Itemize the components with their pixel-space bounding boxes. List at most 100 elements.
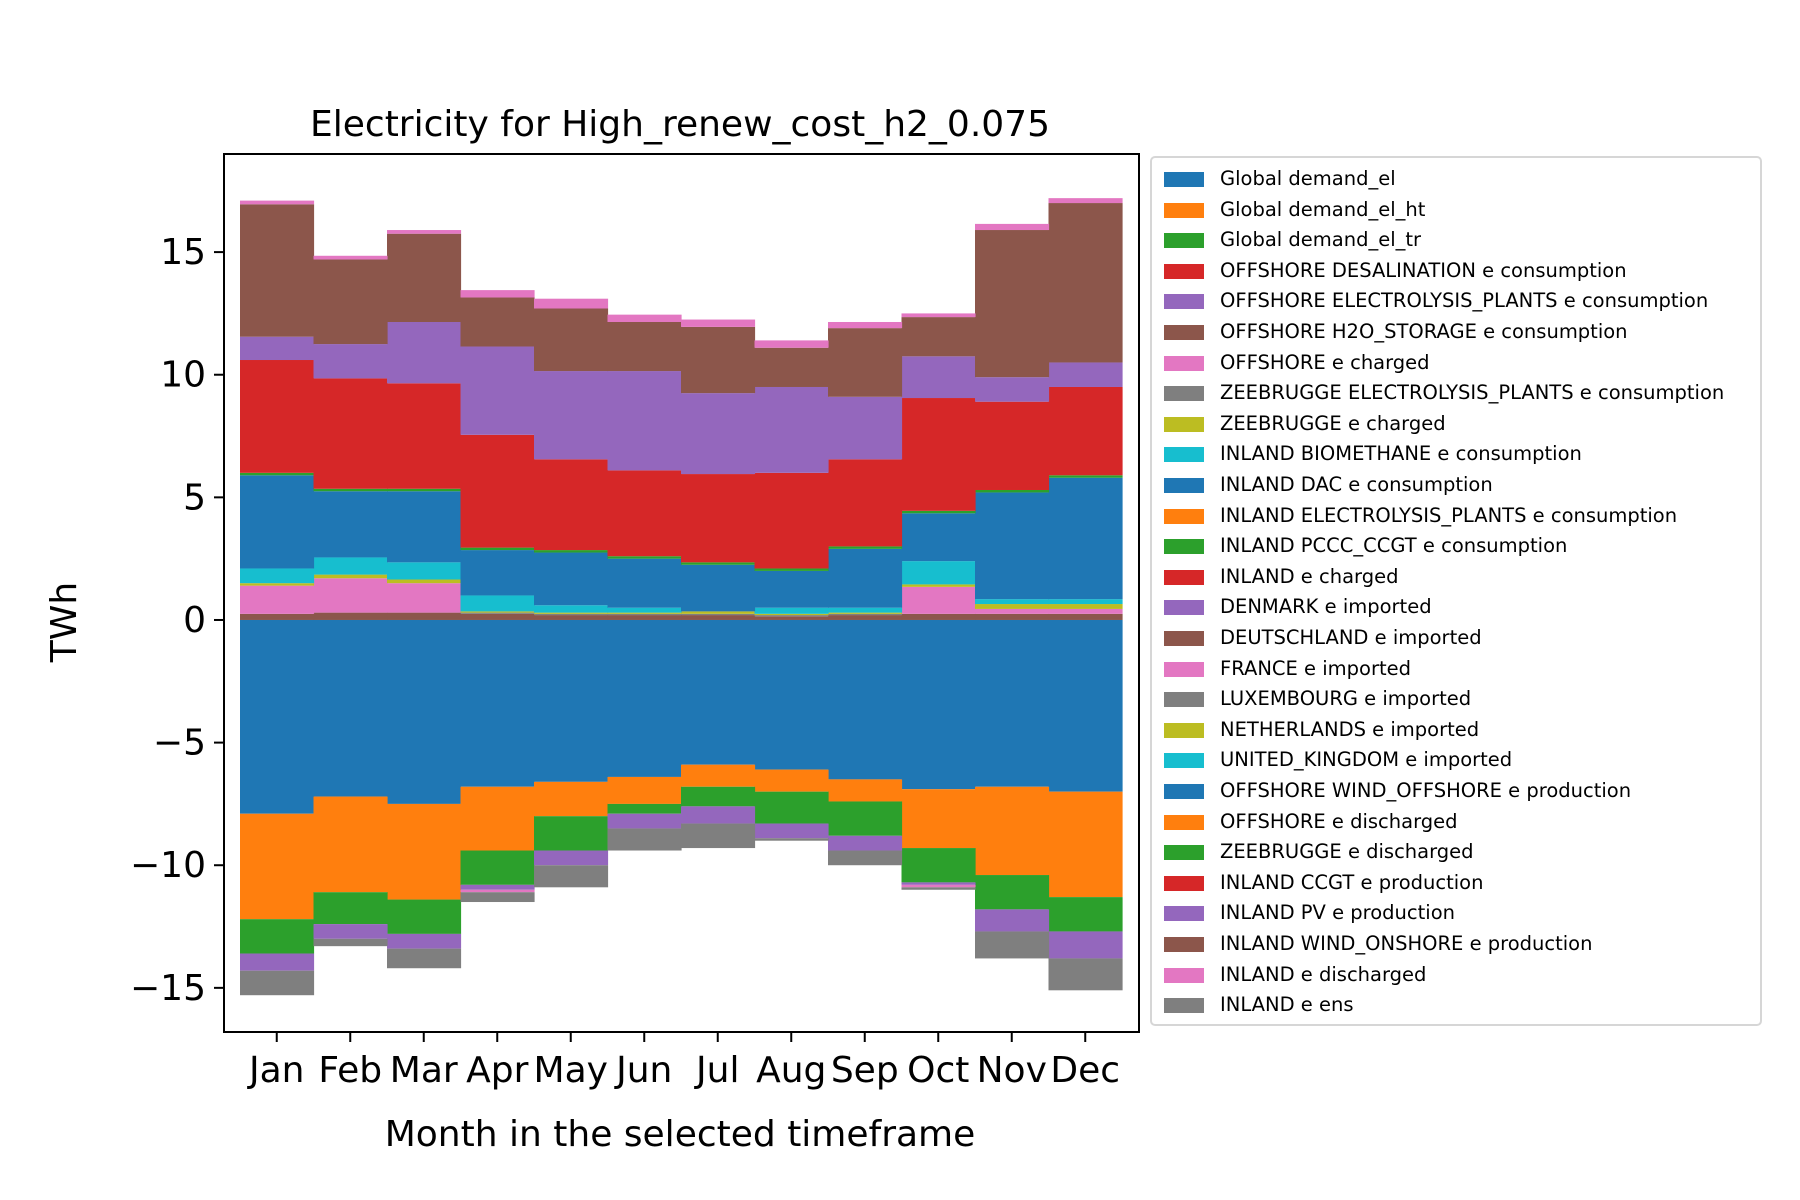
band-segment (313, 796, 388, 893)
band-segment (240, 336, 315, 361)
legend-swatch (1164, 937, 1204, 952)
band-segment (240, 472, 315, 476)
series-band-9 (240, 574, 1123, 616)
band-segment (828, 801, 903, 836)
band-segment (754, 570, 829, 608)
band-segment (754, 619, 829, 770)
band-segment (240, 204, 315, 337)
legend-item: INLAND BIOMETHANE e consumption (1152, 441, 1762, 471)
band-segment (313, 255, 388, 260)
legend-label: INLAND CCGT e production (1220, 870, 1484, 894)
band-segment (534, 613, 609, 616)
legend-swatch (1164, 998, 1204, 1014)
y-tick-label: 0 (183, 600, 206, 641)
band-segment (754, 613, 829, 616)
series-band-11 (240, 475, 1123, 612)
x-tick-label: Jan (247, 1050, 305, 1091)
legend: Global demand_el Global demand_el_ht Globa… (1150, 156, 1762, 1026)
band-segment (681, 613, 756, 616)
band-segment (460, 850, 535, 885)
legend-item: INLAND ELECTROLYSIS_PLANTS e consumption (1152, 503, 1762, 533)
legend-label: INLAND BIOMETHANE e consumption (1220, 442, 1582, 466)
band-segment (901, 789, 976, 849)
band-segment (313, 578, 388, 613)
series-bands (240, 198, 1123, 996)
band-segment (387, 803, 462, 900)
x-tick-label: Dec (1050, 1050, 1120, 1091)
band-segment (754, 340, 829, 348)
band-segment (828, 850, 903, 866)
band-segment (240, 583, 315, 586)
series-band-13 (240, 472, 1123, 571)
band-segment (534, 816, 609, 851)
band-segment (901, 561, 976, 585)
band-segment (313, 924, 388, 939)
legend-item: INLAND PV e production (1152, 900, 1762, 930)
band-segment (828, 613, 903, 616)
series-band-14 (240, 360, 1123, 569)
legend-swatch (1164, 355, 1204, 371)
band-segment (975, 492, 1050, 600)
band-segment (901, 510, 976, 514)
legend-swatch (1164, 722, 1204, 738)
legend-swatch (1164, 814, 1204, 830)
series-band-6 (240, 612, 1123, 620)
band-segment (1048, 897, 1123, 932)
band-segment (828, 328, 903, 397)
band-segment (534, 619, 609, 782)
legend-swatch (1164, 478, 1204, 493)
band-segment (901, 882, 976, 885)
band-segment (975, 223, 1050, 231)
y-tick-label: 5 (183, 477, 206, 518)
legend-label: INLAND WIND_ONSHORE e production (1220, 932, 1593, 955)
band-segment (828, 607, 903, 613)
legend-label: OFFSHORE e discharged (1220, 809, 1458, 833)
band-segment (460, 434, 535, 548)
band-segment (240, 613, 315, 620)
band-segment (681, 764, 756, 787)
band-segment (387, 230, 462, 234)
y-tick-label: −10 (130, 845, 206, 886)
x-tick-label: May (534, 1050, 608, 1091)
band-segment (460, 550, 535, 596)
band-segment (681, 619, 756, 765)
series-band-16 (240, 203, 1123, 397)
band-segment (387, 488, 462, 492)
band-segment (754, 386, 829, 473)
band-segment (975, 619, 1050, 787)
legend-label: INLAND e ens (1220, 993, 1354, 1017)
legend-swatch (1164, 539, 1204, 555)
series-band-10 (240, 557, 1123, 614)
series-band-28 (240, 823, 1123, 996)
legend-label: ZEEBRUGGE e charged (1220, 411, 1446, 435)
band-segment (387, 948, 462, 969)
band-segment (240, 970, 315, 996)
legend-swatch (1164, 386, 1204, 402)
legend-item: Global demand_el_ht (1152, 197, 1762, 227)
legend-item: Global demand_el (1152, 166, 1762, 196)
band-segment (534, 550, 609, 553)
band-segment (901, 356, 976, 399)
band-segment (828, 396, 903, 460)
legend-label: Global demand_el_tr (1220, 228, 1422, 252)
legend-swatch (1164, 967, 1204, 983)
legend-item: DEUTSCHLAND e imported (1152, 625, 1762, 655)
legend-swatch (1164, 631, 1204, 646)
legend-item: NETHERLANDS e imported (1152, 717, 1762, 747)
band-segment (681, 562, 756, 565)
x-tick-label: Nov (977, 1050, 1047, 1091)
band-segment (240, 619, 315, 814)
band-segment (681, 611, 756, 614)
legend-item: LUXEMBOURG e imported (1152, 686, 1762, 716)
band-segment (534, 371, 609, 460)
band-segment (1048, 931, 1123, 959)
x-tick-label: Feb (318, 1050, 382, 1091)
band-segment (901, 884, 976, 888)
band-segment (313, 557, 388, 575)
y-axis-label: TWh (44, 582, 85, 663)
band-segment (754, 568, 829, 571)
band-segment (1048, 791, 1123, 898)
band-segment (460, 889, 535, 893)
legend-label: OFFSHORE H2O_STORAGE e consumption (1220, 320, 1628, 343)
